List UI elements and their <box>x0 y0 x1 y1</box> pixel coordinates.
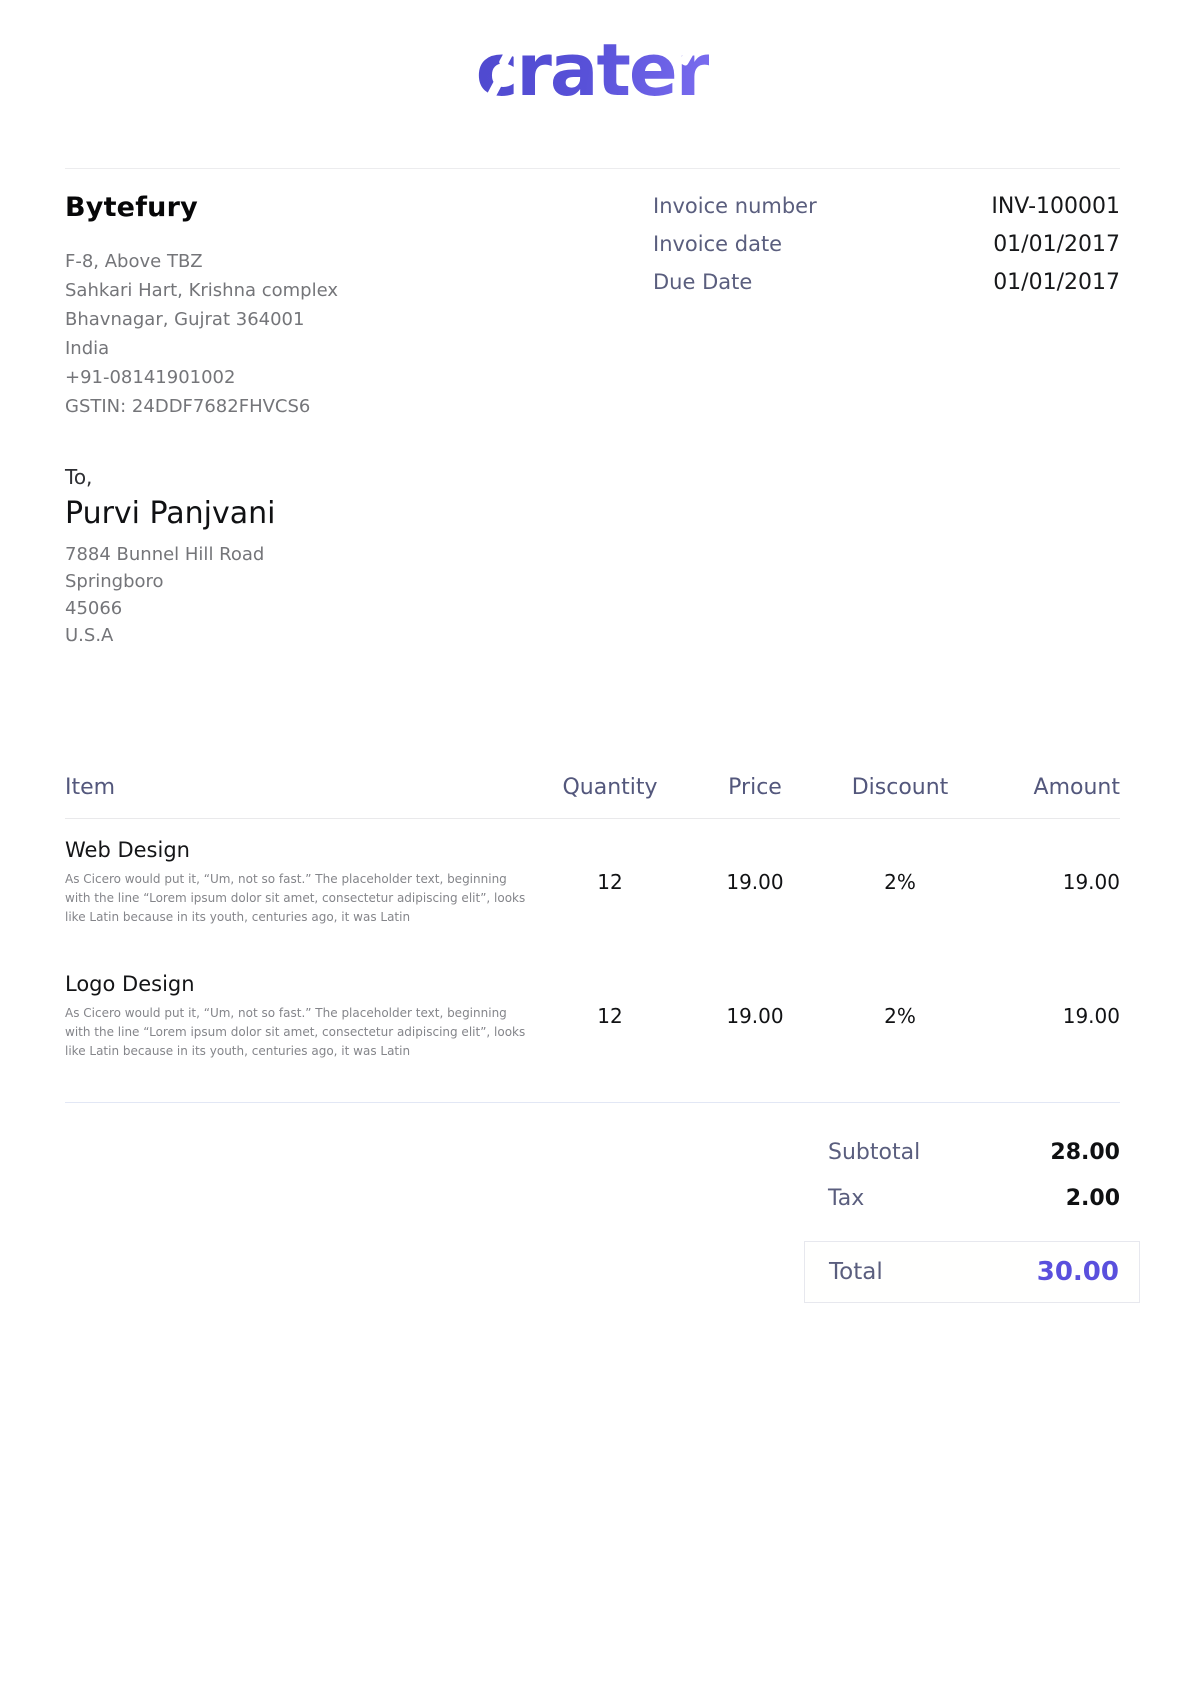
total-label: Total <box>829 1259 883 1285</box>
item-amount: 19.00 <box>1062 1004 1120 1028</box>
company-info: Bytefury F-8, Above TBZ Sahkari Hart, Kr… <box>65 192 338 421</box>
item-discount: 2% <box>884 870 916 894</box>
invoice-number-label: Invoice number <box>653 194 817 218</box>
subtotal-value: 28.00 <box>1050 1139 1120 1165</box>
subtotal-label: Subtotal <box>828 1139 921 1165</box>
customer-address-line: 7884 Bunnel Hill Road <box>65 544 265 565</box>
item-amount: 19.00 <box>1062 870 1120 894</box>
invoice-document: crater Bytefury F-8, Above TBZ Sahkari H… <box>65 0 1140 1303</box>
crater-logo-icon: crater <box>476 34 712 106</box>
item-quantity: 12 <box>597 870 623 894</box>
totals-summary: Subtotal 28.00 Tax 2.00 Total 30.00 <box>804 1137 1140 1303</box>
company-address-line: Bhavnagar, Gujrat 364001 <box>65 309 305 330</box>
table-header-row: Item Quantity Price Discount Amount <box>65 775 1120 819</box>
tax-label: Tax <box>828 1185 865 1211</box>
due-date-label: Due Date <box>653 270 753 294</box>
item-discount: 2% <box>884 1004 916 1028</box>
invoice-meta: Invoice number INV-100001 Invoice date 0… <box>653 192 1120 421</box>
subtotal-row: Subtotal 28.00 <box>804 1137 1140 1167</box>
invoice-date-row: Invoice date 01/01/2017 <box>653 232 1120 257</box>
invoice-number-value: INV-100001 <box>991 194 1120 219</box>
column-header-price: Price <box>728 775 782 800</box>
invoice-header: Bytefury F-8, Above TBZ Sahkari Hart, Kr… <box>65 192 1120 421</box>
invoice-number-row: Invoice number INV-100001 <box>653 194 1120 219</box>
company-phone: +91-08141901002 <box>65 367 236 388</box>
company-address-line: Sahkari Hart, Krishna complex <box>65 280 339 301</box>
company-address-line: F-8, Above TBZ <box>65 251 203 272</box>
item-cell: Web Design As Cicero would put it, “Um, … <box>65 837 535 927</box>
totals-divider <box>65 1102 1120 1103</box>
item-price: 19.00 <box>726 1004 784 1028</box>
column-header-discount: Discount <box>851 775 949 800</box>
item-description: As Cicero would put it, “Um, not so fast… <box>65 1006 526 1058</box>
column-header-amount: Amount <box>1033 775 1120 800</box>
customer-address-line: 45066 <box>65 598 123 619</box>
invoice-date-value: 01/01/2017 <box>993 232 1120 257</box>
company-address-line: India <box>65 338 110 359</box>
item-name: Web Design <box>65 838 190 862</box>
due-date-row: Due Date 01/01/2017 <box>653 270 1120 295</box>
item-name: Logo Design <box>65 972 195 996</box>
table-row: Web Design As Cicero would put it, “Um, … <box>65 819 1120 953</box>
logo-header: crater <box>65 0 1120 106</box>
customer-address-line: U.S.A <box>65 625 114 646</box>
table-row: Logo Design As Cicero would put it, “Um,… <box>65 953 1120 1087</box>
invoice-date-label: Invoice date <box>653 232 783 256</box>
item-quantity: 12 <box>597 1004 623 1028</box>
customer-name: Purvi Panjvani <box>65 496 276 531</box>
total-value: 30.00 <box>1036 1257 1119 1287</box>
due-date-value: 01/01/2017 <box>993 270 1120 295</box>
column-header-item: Item <box>65 775 116 800</box>
column-header-quantity: Quantity <box>562 775 658 800</box>
bill-to: To, Purvi Panjvani 7884 Bunnel Hill Road… <box>65 463 1120 649</box>
total-box: Total 30.00 <box>804 1241 1140 1303</box>
company-name: Bytefury <box>65 192 198 223</box>
items-table: Item Quantity Price Discount Amount Web … <box>65 775 1120 1087</box>
tax-row: Tax 2.00 <box>804 1183 1140 1213</box>
company-gstin: GSTIN: 24DDF7682FHVCS6 <box>65 396 311 417</box>
header-divider <box>65 168 1120 169</box>
item-price: 19.00 <box>726 870 784 894</box>
company-address: F-8, Above TBZ Sahkari Hart, Krishna com… <box>65 247 338 421</box>
tax-value: 2.00 <box>1065 1185 1120 1211</box>
bill-to-prefix: To, <box>65 465 93 489</box>
customer-address-line: Springboro <box>65 571 164 592</box>
item-cell: Logo Design As Cicero would put it, “Um,… <box>65 971 535 1061</box>
item-description: As Cicero would put it, “Um, not so fast… <box>65 872 526 924</box>
customer-address: 7884 Bunnel Hill Road Springboro 45066 U… <box>65 541 1120 649</box>
